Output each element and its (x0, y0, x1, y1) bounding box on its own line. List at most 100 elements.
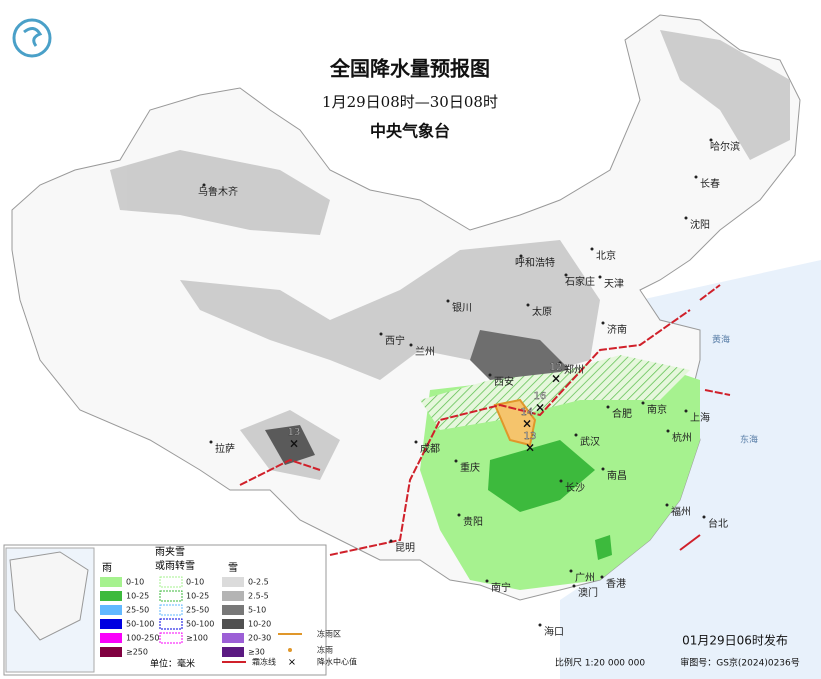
legend-label: 0-2.5 (248, 578, 269, 587)
legend-sleet-title: 雨夹雪 (155, 545, 185, 558)
issued: 01月29日06时发布 (682, 633, 788, 648)
city-label: 成都 (420, 443, 440, 455)
city-dot (600, 575, 604, 579)
city-dot (666, 429, 670, 433)
sea-label: 东海 (740, 434, 758, 446)
legend-label: 10-25 (186, 592, 209, 601)
city-dot (202, 183, 206, 187)
legend-swatch (222, 619, 244, 629)
logo-mark (23, 27, 43, 47)
city-label: 台北 (708, 517, 728, 530)
city-dot (572, 584, 576, 588)
city-label: 上海 (690, 411, 710, 424)
legend-label: 50-100 (126, 620, 154, 629)
city-label: 沈阳 (690, 218, 710, 231)
city-label: 哈尔滨 (710, 140, 740, 153)
city-dot (488, 373, 492, 377)
legend-unit: 单位：毫米 (150, 658, 195, 670)
legend-swatch (100, 605, 122, 615)
inset-land (9, 551, 89, 641)
city-dot (526, 303, 530, 307)
legend-rain-title: 雨 (102, 563, 112, 574)
legend-swatch (222, 591, 244, 601)
legend-symbol: × (288, 657, 296, 668)
city-dot (564, 273, 568, 277)
city-label: 武汉 (580, 435, 600, 448)
center-value: 12 (550, 362, 563, 373)
legend-swatch (159, 590, 183, 602)
legend-label: 0-10 (186, 578, 204, 587)
center-marker: × (535, 401, 545, 415)
city-dot (379, 332, 383, 336)
logo (12, 18, 52, 58)
legend-label: ≥100 (186, 634, 208, 643)
city-dot (454, 459, 458, 463)
city-dot (598, 275, 602, 279)
legend-label: 0-10 (126, 578, 144, 587)
legend-swatch (100, 633, 122, 643)
city-label: 太原 (532, 305, 552, 318)
city-label: 广州 (575, 572, 595, 584)
legend-swatch (159, 576, 183, 588)
center-marker: × (522, 417, 532, 431)
frost-line (679, 534, 701, 551)
city-label: 澳门 (578, 586, 598, 599)
legend-swatch (100, 647, 122, 657)
legend-swatch (222, 577, 244, 587)
city-label: 贵阳 (463, 515, 483, 528)
legend-swatch (222, 633, 244, 643)
city-dot (457, 513, 461, 517)
review-no: 审图号：GS京(2024)0236号 (680, 657, 800, 669)
city-dot (409, 343, 413, 347)
legend-label: 10-25 (126, 592, 149, 601)
legend-swatch (159, 604, 183, 616)
legend-symbol-label: 霜冻线 (252, 657, 276, 667)
city-dot (389, 539, 393, 543)
city-dot (684, 409, 688, 413)
city-dot (446, 299, 450, 303)
city-label: 重庆 (460, 461, 480, 474)
center-value: 16 (534, 391, 547, 402)
legend: 雨 雨夹雪 或雨转雪 雪 单位：毫米 (3, 544, 327, 676)
snow-area (110, 150, 330, 235)
scale: 比例尺 1:20 000 000 (555, 657, 645, 669)
agency: 中央气象台 (370, 122, 450, 141)
city-label: 香港 (606, 578, 626, 590)
city-dot (606, 405, 610, 409)
legend-symbol-label: 冻雨区 (317, 629, 341, 639)
city-label: 西安 (494, 375, 514, 388)
city-dot (414, 440, 418, 444)
legend-swatch (159, 618, 183, 630)
city-label: 南宁 (491, 581, 511, 594)
city-dot (601, 321, 605, 325)
sea-label: 黄海 (712, 334, 730, 346)
legend-symbol (288, 648, 292, 652)
precip-centers: ×13×12×16×14×13 (287, 362, 563, 455)
city-dot (665, 503, 669, 507)
city-dot (574, 433, 578, 437)
legend-label: 25-50 (126, 606, 149, 615)
city-dot (559, 479, 563, 483)
rain-moderate (488, 440, 595, 512)
city-dot (209, 440, 213, 444)
city-label: 呼和浩特 (515, 257, 555, 269)
city-dot (569, 569, 573, 573)
city-label: 郑州 (564, 363, 584, 376)
center-marker: × (551, 372, 561, 386)
city-label: 乌鲁木齐 (198, 185, 238, 198)
city-dot (684, 216, 688, 220)
city-dot (709, 138, 713, 142)
city-label: 银川 (452, 301, 472, 314)
city-label: 天津 (604, 278, 624, 290)
center-marker: × (525, 441, 535, 455)
city-dot (538, 623, 542, 627)
city-dot (601, 467, 605, 471)
city-label: 石家庄 (565, 275, 595, 288)
logo-ring (12, 18, 52, 58)
city-label: 合肥 (612, 407, 632, 420)
city-dot (590, 247, 594, 251)
